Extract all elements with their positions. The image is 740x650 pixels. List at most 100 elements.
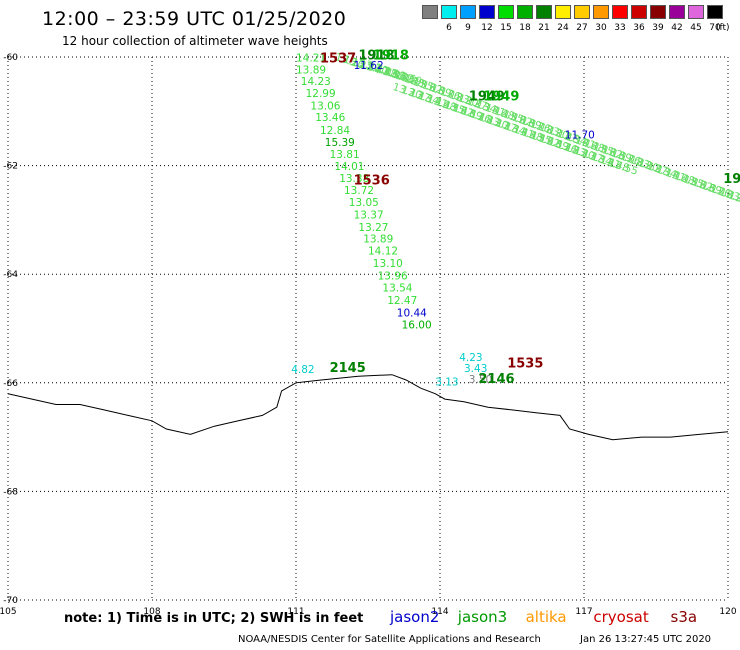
wave-height-label: 13.72 xyxy=(344,185,374,197)
satellite-name: jason2 xyxy=(390,608,440,626)
legend-swatch xyxy=(555,5,571,19)
legend-swatch xyxy=(479,5,495,19)
legend-label: 70 xyxy=(709,23,721,33)
x-tick-label: 108 xyxy=(143,607,160,617)
footer-credit: NOAA/NESDIS Center for Satellite Applica… xyxy=(238,634,541,645)
x-tick-label: 117 xyxy=(575,607,592,617)
legend-swatch xyxy=(574,5,590,19)
legend-swatch xyxy=(517,5,533,19)
legend-swatch xyxy=(460,5,476,19)
legend-swatch xyxy=(422,5,438,19)
x-tick-label: 105 xyxy=(0,607,17,617)
legend-label: 9 xyxy=(465,23,471,33)
satellite-name: jason3 xyxy=(457,608,508,626)
legend-swatch xyxy=(498,5,514,19)
footer-timestamp: Jan 26 13:27:45 UTC 2020 xyxy=(580,634,712,645)
satellite-name: cryosat xyxy=(593,608,649,626)
axis-ticks: 105 108 111 114 117 120 -60 -62 -64 -66 -68 -70 xyxy=(0,53,737,617)
y-tick-label: -64 xyxy=(3,270,18,280)
legend-swatch xyxy=(669,5,685,19)
pass-time-label: 1918 xyxy=(373,49,409,64)
y-tick-label: -60 xyxy=(3,53,18,63)
wave-height-label: 13.05 xyxy=(349,197,379,209)
legend-unit: (ft) xyxy=(716,23,730,33)
pass-time-label: 19 xyxy=(723,172,740,187)
legend-label: 33 xyxy=(614,23,626,33)
legend-swatch xyxy=(650,5,666,19)
wave-height-label: 3.13 xyxy=(435,377,458,389)
legend-label: 45 xyxy=(690,23,702,33)
legend-label: 21 xyxy=(538,23,550,33)
x-tick-label: 120 xyxy=(719,607,736,617)
wave-height-label: 13.10 xyxy=(373,258,403,270)
wave-height-label: 13.37 xyxy=(354,209,384,221)
wave-height-label: 13.89 xyxy=(363,234,393,246)
wave-height-label: 11.62 xyxy=(354,60,384,72)
wave-height-label: 3.43 xyxy=(464,363,487,375)
satellite-name: s3a xyxy=(670,608,698,626)
wave-height-label: 13.27 xyxy=(358,222,388,234)
legend-swatch xyxy=(688,5,704,19)
pass-time-label: 1949 xyxy=(483,89,519,104)
legend-label: 15 xyxy=(500,23,512,33)
legend-swatch xyxy=(631,5,647,19)
pass-time-label: 1537 xyxy=(320,51,356,66)
legend-label: 30 xyxy=(595,23,607,33)
x-tick-label: 111 xyxy=(287,607,304,617)
wave-height-label: 15.39 xyxy=(325,137,355,149)
y-tick-label: -62 xyxy=(3,162,18,172)
wave-height-label: 14.12 xyxy=(368,246,398,258)
legend-label: 36 xyxy=(633,23,645,33)
wave-height-label: 10.44 xyxy=(397,308,427,320)
legend-label: 24 xyxy=(557,23,569,33)
legend-swatch xyxy=(441,5,457,19)
pass-time-label: 1536 xyxy=(354,174,390,189)
wave-height-label: 4.23 xyxy=(459,352,482,364)
y-tick-label: -70 xyxy=(3,596,18,606)
wave-height-label: 14.23 xyxy=(301,76,331,88)
legend-label: 39 xyxy=(652,23,664,33)
wave-height-label: 3.50 xyxy=(469,374,492,386)
legend-label: 12 xyxy=(481,23,493,33)
wave-height-label: 12.47 xyxy=(387,295,417,307)
wave-height-label: 13.06 xyxy=(310,101,340,113)
pass-time-label: 1535 xyxy=(507,357,543,372)
wave-height-label: 14.01 xyxy=(334,161,364,173)
legend-label: 42 xyxy=(671,23,683,33)
legend-label: 18 xyxy=(519,23,531,33)
coastline xyxy=(7,374,729,441)
map-title: 12:00 – 23:59 UTC 01/25/2020 xyxy=(42,8,347,30)
map-subtitle: 12 hour collection of altimeter wave hei… xyxy=(62,34,328,48)
legend-swatch xyxy=(593,5,609,19)
wave-height-label: 13.89 xyxy=(296,64,326,76)
graticule xyxy=(7,56,729,601)
footer-note: note: 1) Time is in UTC; 2) SWH is in fe… xyxy=(64,611,364,626)
wave-height-label: 13.81 xyxy=(330,149,360,161)
legend-label: 27 xyxy=(576,23,588,33)
wave-height-label: 16.00 xyxy=(402,320,432,332)
wave-height-label: 13.54 xyxy=(382,283,412,295)
pass-time-label: 2146 xyxy=(478,372,514,387)
wave-height-label: 12.99 xyxy=(306,88,336,100)
wave-height-labels: 14.2113.8914.2312.9913.0613.4612.8415.39… xyxy=(291,49,740,389)
x-tick-label: 114 xyxy=(431,607,448,617)
track-label: 13.27 xyxy=(727,190,740,211)
satellite-name: altika xyxy=(525,608,567,626)
legend-swatch xyxy=(612,5,628,19)
legend-swatch xyxy=(707,5,723,19)
wave-height-label: 11.70 xyxy=(565,129,595,141)
wave-height-label: 13.46 xyxy=(315,112,345,124)
pass-time-label: 1918 xyxy=(358,49,394,64)
wave-height-label: 12.84 xyxy=(320,125,350,137)
legend-label: 6 xyxy=(446,23,452,33)
pass-time-label: 1949 xyxy=(469,89,505,104)
wave-height-label: 14.21 xyxy=(296,52,326,64)
y-tick-label: -66 xyxy=(3,379,18,389)
wave-height-label: 13.96 xyxy=(378,271,408,283)
pass-time-label: 2145 xyxy=(330,361,366,376)
legend-swatch xyxy=(536,5,552,19)
wave-height-label: 4.82 xyxy=(291,364,314,376)
satellite-tracks: 13.2013.2713.3413.4113.4813.5513.6213.69… xyxy=(333,51,740,210)
y-tick-label: -68 xyxy=(3,487,18,497)
